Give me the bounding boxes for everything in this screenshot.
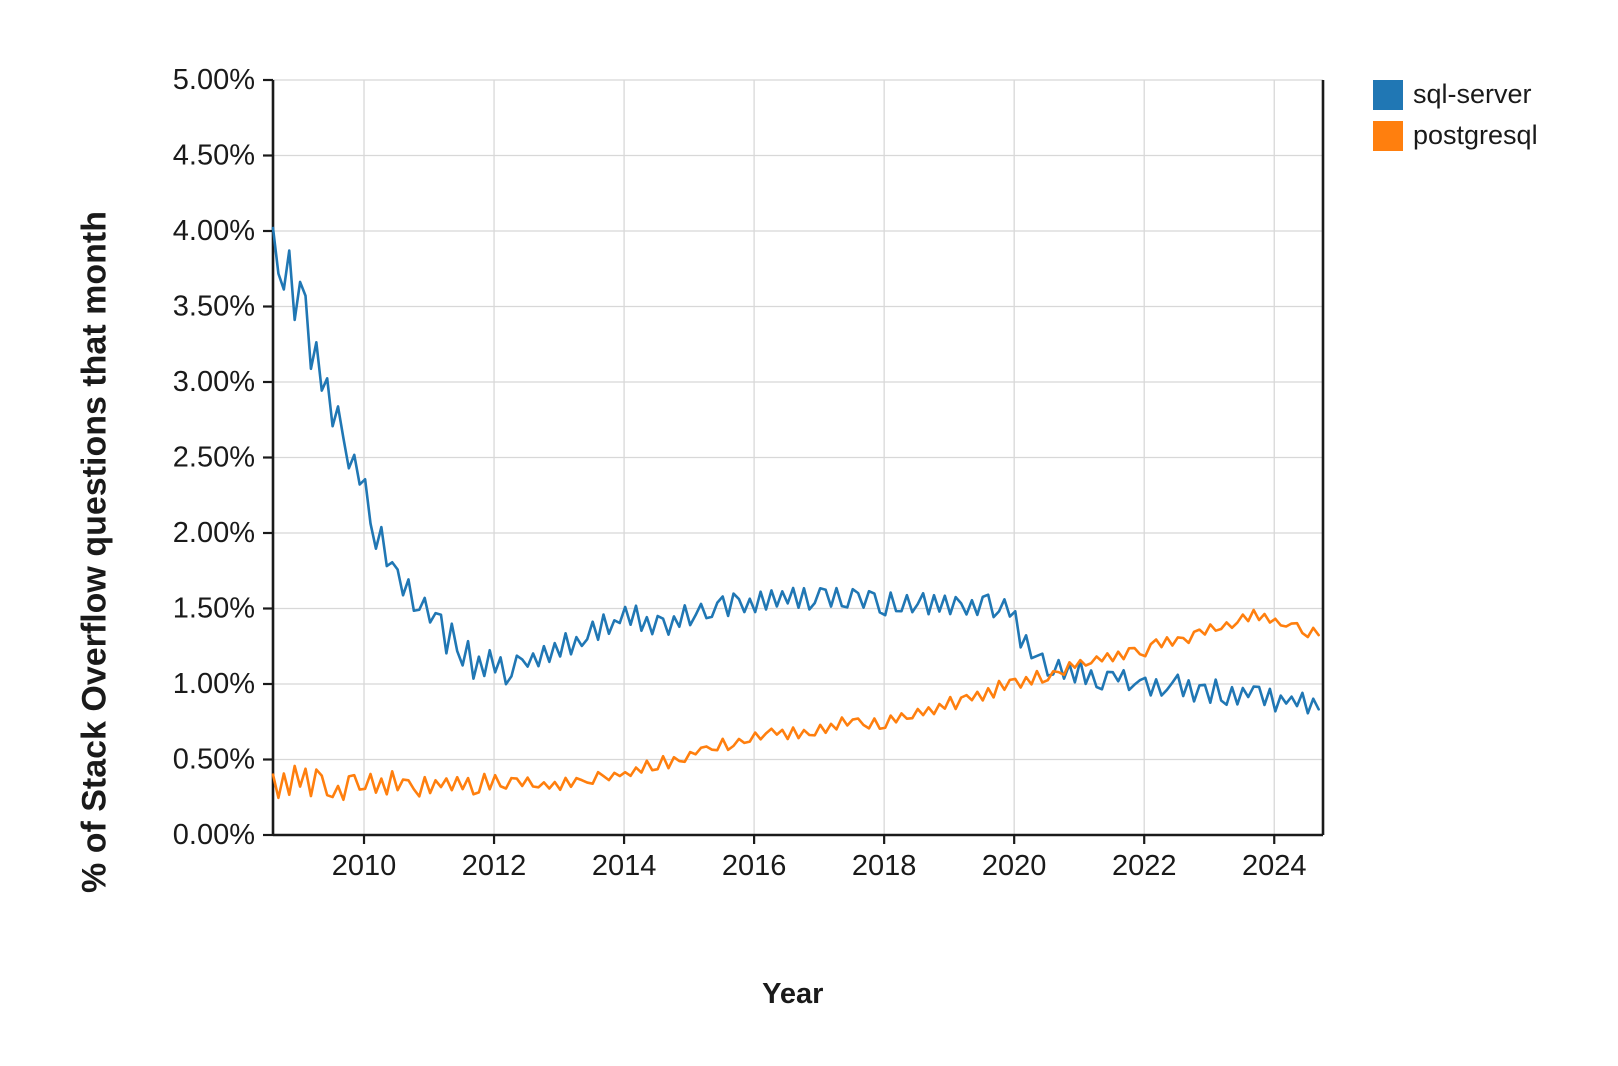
svg-text:2014: 2014 (592, 850, 657, 882)
svg-text:2016: 2016 (722, 850, 787, 882)
svg-text:2024: 2024 (1242, 850, 1307, 882)
svg-text:4.00%: 4.00% (173, 215, 255, 247)
svg-text:0.50%: 0.50% (173, 744, 255, 776)
svg-text:2022: 2022 (1112, 850, 1177, 882)
svg-text:3.50%: 3.50% (173, 291, 255, 323)
svg-text:2020: 2020 (982, 850, 1047, 882)
svg-text:2.00%: 2.00% (173, 517, 255, 549)
svg-text:0.00%: 0.00% (173, 819, 255, 851)
svg-text:2010: 2010 (332, 850, 397, 882)
svg-text:1.50%: 1.50% (173, 593, 255, 625)
svg-text:1.00%: 1.00% (173, 668, 255, 700)
svg-text:4.50%: 4.50% (173, 140, 255, 172)
svg-text:3.00%: 3.00% (173, 366, 255, 398)
svg-text:5.00%: 5.00% (173, 64, 255, 96)
svg-text:2.50%: 2.50% (173, 442, 255, 474)
svg-text:2012: 2012 (462, 850, 527, 882)
svg-text:2018: 2018 (852, 850, 917, 882)
